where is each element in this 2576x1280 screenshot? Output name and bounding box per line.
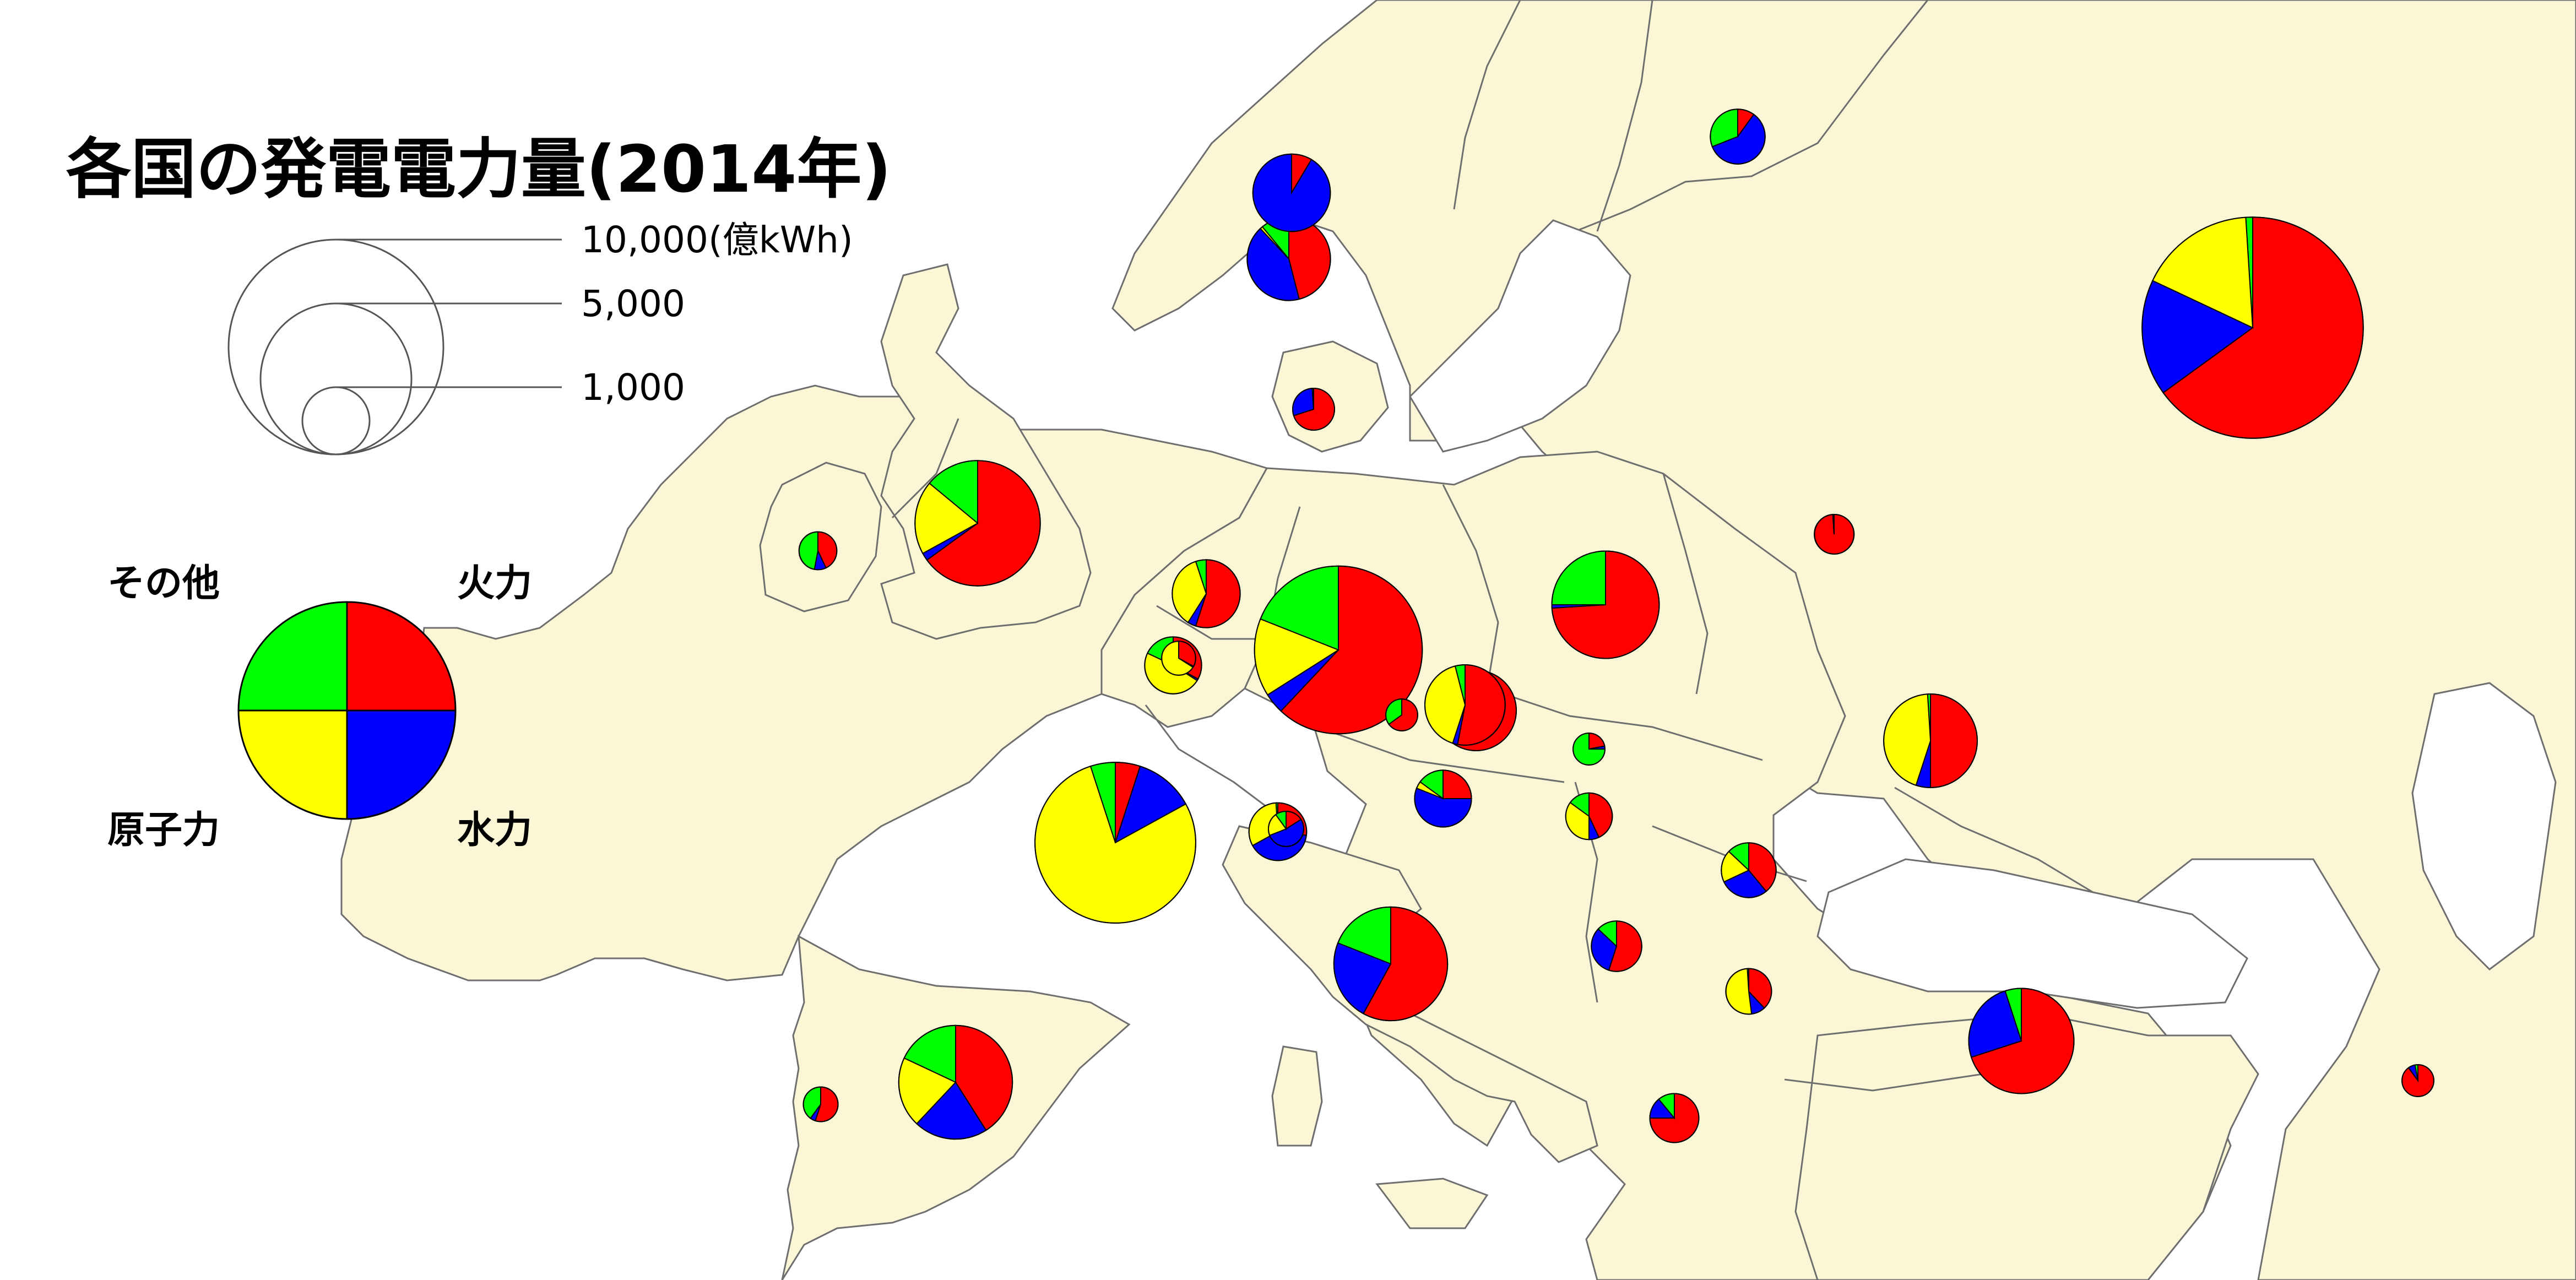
pie-outline — [914, 460, 1041, 587]
size-scale-legend: 10,000(億kWh) 5,000 1,000 — [227, 219, 853, 455]
country-pie — [802, 1086, 839, 1122]
pie-outline — [1649, 1093, 1700, 1143]
black-sea — [1816, 858, 2248, 1009]
pie-outline — [1883, 693, 1978, 788]
pie-outline — [1572, 733, 1606, 766]
country-borders — [891, 0, 2094, 1092]
pie-outline — [1034, 762, 1196, 924]
pie-outline — [1725, 968, 1772, 1015]
pie-outline — [1267, 810, 1305, 848]
country-pie — [1565, 792, 1613, 840]
border — [1442, 484, 1499, 689]
pie-outline — [1248, 802, 1308, 861]
country-pie — [1968, 988, 2075, 1094]
pie-outline — [802, 1086, 839, 1122]
pie-outline — [1721, 842, 1777, 898]
pie-outline — [1814, 514, 1854, 555]
border — [1784, 1073, 1983, 1092]
pie-outline — [898, 1024, 1013, 1140]
legend-label-nuclear: 原子力 — [107, 809, 220, 852]
legend-slice-thermal — [346, 601, 457, 712]
country-pie — [1725, 968, 1772, 1015]
country-pie — [1551, 550, 1660, 659]
legend-slice-hydro — [346, 709, 457, 820]
landmass-scandinavia — [1111, 0, 1929, 442]
scale-label-5000: 5,000 — [581, 283, 685, 325]
category-legend: 火力 水力 原子力 その他 — [107, 562, 532, 852]
scale-label-1000: 1,000 — [581, 366, 685, 409]
pie-outline — [1292, 387, 1336, 431]
country-pie — [1292, 387, 1336, 431]
country-pie — [1591, 920, 1642, 972]
country-pie — [1252, 153, 1331, 232]
country-pie — [1424, 664, 1506, 746]
pie-outline — [1333, 906, 1449, 1022]
country-pie — [1883, 693, 1978, 789]
border — [1662, 473, 1709, 695]
country-pie — [1172, 559, 1241, 628]
pie-outline — [1968, 988, 2075, 1094]
pie-outline — [1710, 109, 1766, 165]
border — [1145, 704, 1278, 816]
country-pie — [1710, 109, 1766, 165]
country-pie — [1572, 733, 1606, 766]
pie-outline — [2401, 1064, 2434, 1097]
scale-value-10000: 10,000 — [581, 219, 708, 261]
pie-outline — [1172, 559, 1241, 628]
country-pie — [914, 460, 1041, 587]
legend-label-other: その他 — [107, 562, 220, 605]
country-pies — [798, 109, 2434, 1143]
scale-label-10000: 10,000(億kWh) — [581, 219, 853, 261]
legend-slice-other — [237, 601, 348, 712]
border — [891, 418, 959, 519]
baltic-sea — [1409, 219, 1631, 453]
pie-outline — [1565, 792, 1613, 840]
country-pie — [798, 531, 838, 571]
country-pie — [1649, 1093, 1700, 1143]
pie-outline — [1591, 920, 1642, 972]
pie-outline — [1424, 664, 1506, 746]
country-pie — [1721, 842, 1777, 898]
country-pie — [2401, 1064, 2434, 1097]
country-pie — [1385, 698, 1418, 731]
border — [1894, 787, 2094, 893]
pie-outline — [1414, 769, 1472, 828]
legend-slice-nuclear — [237, 709, 348, 820]
country-pie — [1254, 565, 1423, 735]
country-pie — [898, 1024, 1013, 1140]
caspian-sea — [2411, 682, 2557, 970]
pie-outline — [2141, 216, 2364, 439]
border — [1453, 0, 1521, 210]
pie-outline — [1385, 698, 1418, 731]
country-pie — [1267, 810, 1305, 848]
border — [1596, 0, 1653, 232]
scale-unit-close: ) — [839, 219, 853, 261]
pie-outline — [1252, 153, 1331, 232]
pie-outline — [1254, 565, 1423, 735]
country-pie — [2141, 216, 2364, 439]
border — [1156, 605, 1267, 640]
landmass-sicily — [1375, 1178, 1489, 1229]
legend-label-thermal: 火力 — [457, 562, 532, 605]
landmass-sardinia — [1271, 1045, 1323, 1147]
country-pie — [1814, 513, 1855, 555]
country-pie — [1333, 906, 1449, 1022]
country-pie — [1161, 641, 1196, 676]
pie-outline — [1161, 641, 1196, 676]
pie-outline — [1551, 550, 1660, 659]
country-pie — [1414, 769, 1472, 828]
map-title: 各国の発電電力量(2014年) — [66, 131, 891, 207]
border — [1332, 731, 1565, 783]
country-pie — [1034, 762, 1196, 924]
scale-unit: 億kWh — [723, 219, 839, 261]
pie-outline — [798, 531, 838, 571]
border — [1487, 687, 1763, 761]
legend-label-hydro: 水力 — [457, 809, 532, 852]
pie-outline — [1144, 636, 1202, 695]
scale-unit-open: ( — [708, 219, 723, 261]
